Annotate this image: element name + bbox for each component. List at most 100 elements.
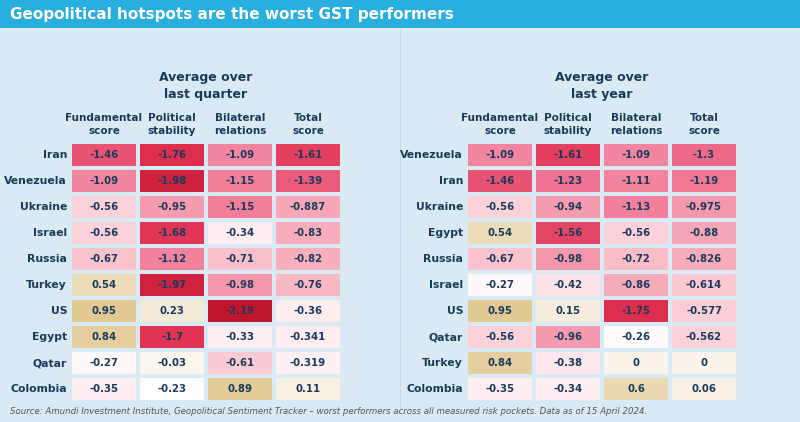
Text: -0.42: -0.42: [554, 280, 582, 290]
Text: -0.67: -0.67: [90, 254, 118, 264]
Bar: [140, 274, 204, 296]
Bar: [604, 248, 668, 270]
Bar: [208, 352, 272, 374]
Text: 0.84: 0.84: [487, 358, 513, 368]
Bar: [140, 170, 204, 192]
Text: -1.13: -1.13: [622, 202, 650, 212]
Bar: [672, 300, 736, 322]
Bar: [140, 326, 204, 348]
Text: -0.82: -0.82: [294, 254, 322, 264]
Text: -1.56: -1.56: [554, 228, 582, 238]
Text: Ukraine: Ukraine: [416, 202, 463, 212]
Bar: [276, 196, 340, 218]
Text: Total
score: Total score: [688, 113, 720, 135]
Text: -0.887: -0.887: [290, 202, 326, 212]
Bar: [536, 300, 600, 322]
Bar: [72, 274, 136, 296]
Bar: [276, 274, 340, 296]
Bar: [604, 300, 668, 322]
Text: -1.11: -1.11: [622, 176, 650, 186]
Bar: [208, 378, 272, 400]
Bar: [72, 352, 136, 374]
Text: -1.46: -1.46: [486, 176, 514, 186]
Text: -1.39: -1.39: [294, 176, 322, 186]
Bar: [72, 196, 136, 218]
Bar: [140, 352, 204, 374]
Bar: [72, 248, 136, 270]
Bar: [672, 352, 736, 374]
Text: 0.95: 0.95: [487, 306, 513, 316]
Bar: [276, 222, 340, 244]
Bar: [536, 144, 600, 166]
Bar: [140, 144, 204, 166]
Text: Total
score: Total score: [292, 113, 324, 135]
Text: -1.61: -1.61: [554, 150, 582, 160]
Bar: [72, 326, 136, 348]
Bar: [672, 222, 736, 244]
Text: Colombia: Colombia: [10, 384, 67, 394]
Text: -0.27: -0.27: [486, 280, 514, 290]
Bar: [208, 222, 272, 244]
Text: -0.562: -0.562: [686, 332, 722, 342]
Bar: [468, 248, 532, 270]
Text: Egypt: Egypt: [428, 228, 463, 238]
Text: -1.09: -1.09: [622, 150, 650, 160]
Text: -0.76: -0.76: [294, 280, 322, 290]
Bar: [536, 326, 600, 348]
Text: -0.826: -0.826: [686, 254, 722, 264]
Bar: [208, 144, 272, 166]
Bar: [140, 378, 204, 400]
Text: 0.89: 0.89: [227, 384, 253, 394]
Bar: [604, 274, 668, 296]
Text: -0.27: -0.27: [90, 358, 118, 368]
Text: 0.6: 0.6: [627, 384, 645, 394]
Text: 0.54: 0.54: [487, 228, 513, 238]
Bar: [468, 352, 532, 374]
Text: Source: Amundi Investment Institute, Geopolitical Sentiment Tracker – worst perf: Source: Amundi Investment Institute, Geo…: [10, 407, 647, 416]
Bar: [72, 300, 136, 322]
Text: Qatar: Qatar: [33, 358, 67, 368]
Bar: [140, 196, 204, 218]
Bar: [208, 326, 272, 348]
Text: -1.98: -1.98: [158, 176, 186, 186]
Bar: [72, 170, 136, 192]
Text: Venezuela: Venezuela: [4, 176, 67, 186]
Text: -1.75: -1.75: [622, 306, 650, 316]
Text: -0.94: -0.94: [554, 202, 582, 212]
Bar: [276, 352, 340, 374]
Bar: [468, 170, 532, 192]
Text: 0: 0: [701, 358, 707, 368]
Text: -0.577: -0.577: [686, 306, 722, 316]
Text: -0.86: -0.86: [622, 280, 650, 290]
Text: -0.98: -0.98: [226, 280, 254, 290]
Text: Geopolitical hotspots are the worst GST performers: Geopolitical hotspots are the worst GST …: [10, 6, 454, 22]
Text: -1.46: -1.46: [90, 150, 118, 160]
Text: -1.76: -1.76: [158, 150, 186, 160]
Bar: [672, 274, 736, 296]
Text: US: US: [50, 306, 67, 316]
Text: -1.23: -1.23: [554, 176, 582, 186]
Text: Turkey: Turkey: [422, 358, 463, 368]
Bar: [72, 222, 136, 244]
Bar: [208, 248, 272, 270]
Text: -1.15: -1.15: [226, 202, 254, 212]
Text: -0.36: -0.36: [294, 306, 322, 316]
Text: -0.03: -0.03: [158, 358, 186, 368]
Bar: [72, 144, 136, 166]
Bar: [276, 248, 340, 270]
Text: 0.95: 0.95: [91, 306, 117, 316]
Text: Israel: Israel: [429, 280, 463, 290]
Bar: [604, 222, 668, 244]
Bar: [468, 222, 532, 244]
Text: 0.84: 0.84: [91, 332, 117, 342]
Text: -1.12: -1.12: [158, 254, 186, 264]
Text: 0.54: 0.54: [91, 280, 117, 290]
Text: 0.15: 0.15: [555, 306, 581, 316]
Text: -0.98: -0.98: [554, 254, 582, 264]
Text: -0.35: -0.35: [486, 384, 514, 394]
Text: 0.23: 0.23: [159, 306, 185, 316]
Text: Average over
last quarter: Average over last quarter: [159, 71, 253, 101]
Bar: [536, 222, 600, 244]
Text: Qatar: Qatar: [429, 332, 463, 342]
Bar: [208, 300, 272, 322]
